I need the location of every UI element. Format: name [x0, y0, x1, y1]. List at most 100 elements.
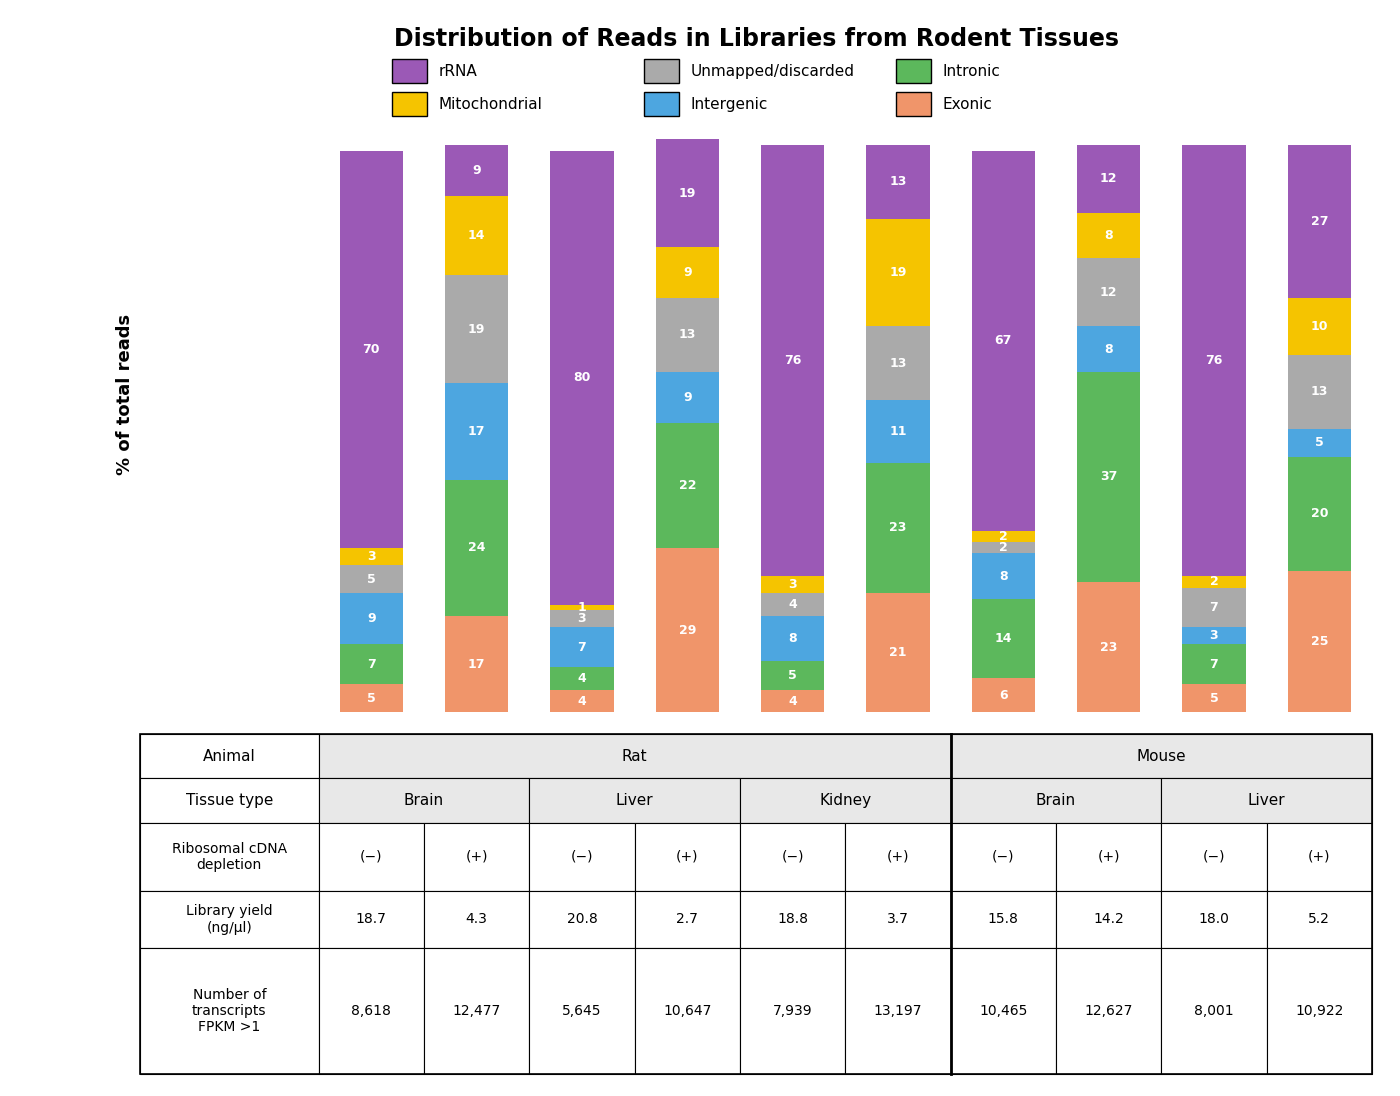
- Bar: [1077, 213, 1140, 259]
- Bar: [1288, 571, 1351, 712]
- Text: (+): (+): [465, 849, 487, 864]
- Bar: [634, 823, 741, 891]
- Bar: [1288, 355, 1351, 429]
- Text: (−): (−): [993, 849, 1015, 864]
- Text: 17: 17: [468, 658, 486, 671]
- Bar: [762, 689, 825, 712]
- Bar: [529, 891, 634, 948]
- Text: 3: 3: [1210, 629, 1218, 642]
- Text: 29: 29: [679, 624, 696, 637]
- Bar: [1183, 684, 1246, 712]
- Text: 14: 14: [468, 229, 486, 242]
- Text: 15.8: 15.8: [988, 913, 1019, 926]
- Bar: [867, 463, 930, 593]
- Text: 8: 8: [788, 632, 797, 646]
- Text: 2.7: 2.7: [676, 913, 699, 926]
- Bar: [140, 948, 319, 1074]
- Bar: [741, 778, 951, 823]
- Text: 25: 25: [1310, 635, 1329, 648]
- Y-axis label: % of total reads: % of total reads: [116, 313, 134, 476]
- Text: 4: 4: [788, 695, 797, 708]
- Text: (−): (−): [1203, 849, 1225, 864]
- Text: 10,465: 10,465: [979, 1004, 1028, 1018]
- Text: 7,939: 7,939: [773, 1004, 812, 1018]
- Bar: [1288, 457, 1351, 571]
- Text: (+): (+): [1098, 849, 1120, 864]
- Text: 7: 7: [578, 641, 587, 653]
- Text: 14.2: 14.2: [1093, 913, 1124, 926]
- Text: Number of
transcripts
FPKM >1: Number of transcripts FPKM >1: [192, 987, 266, 1035]
- Bar: [951, 778, 1162, 823]
- Text: (−): (−): [571, 849, 594, 864]
- Bar: [340, 684, 403, 712]
- Text: (+): (+): [1308, 849, 1330, 864]
- Text: 19: 19: [679, 186, 696, 199]
- Bar: [762, 593, 825, 616]
- Text: Tissue type: Tissue type: [186, 794, 273, 808]
- Text: 4: 4: [788, 598, 797, 612]
- Bar: [140, 891, 319, 948]
- Bar: [655, 423, 720, 548]
- Bar: [1288, 429, 1351, 457]
- Text: 5,645: 5,645: [563, 1004, 602, 1018]
- Text: Exonic: Exonic: [942, 96, 993, 112]
- Bar: [340, 564, 403, 593]
- Text: 13: 13: [889, 175, 907, 189]
- Text: 13: 13: [889, 357, 907, 369]
- Text: 19: 19: [468, 323, 486, 335]
- Text: Animal: Animal: [203, 749, 256, 764]
- Text: 7: 7: [1210, 601, 1218, 614]
- Bar: [319, 891, 424, 948]
- Bar: [1077, 145, 1140, 213]
- Bar: [1183, 587, 1246, 627]
- Bar: [340, 593, 403, 644]
- Text: 9: 9: [683, 391, 692, 404]
- Bar: [634, 948, 741, 1074]
- Text: Rat: Rat: [622, 749, 647, 764]
- Bar: [1288, 145, 1351, 298]
- Text: 5: 5: [788, 669, 797, 682]
- Text: 9: 9: [472, 164, 482, 176]
- Bar: [1077, 582, 1140, 712]
- Text: 8,618: 8,618: [351, 1004, 391, 1018]
- Text: Liver: Liver: [616, 794, 654, 808]
- Bar: [655, 139, 720, 247]
- Text: 22: 22: [679, 479, 696, 492]
- Text: 4: 4: [578, 695, 587, 708]
- Text: 3: 3: [367, 550, 375, 563]
- Text: 1: 1: [578, 601, 587, 614]
- Text: 8,001: 8,001: [1194, 1004, 1233, 1018]
- Bar: [1056, 891, 1162, 948]
- Bar: [1183, 576, 1246, 587]
- Bar: [445, 275, 508, 384]
- Text: Library yield
(ng/µl): Library yield (ng/µl): [186, 904, 273, 935]
- Text: 5.2: 5.2: [1309, 913, 1330, 926]
- Text: 12: 12: [1100, 286, 1117, 299]
- Text: 7: 7: [367, 658, 375, 671]
- Text: 12,627: 12,627: [1085, 1004, 1133, 1018]
- Text: 9: 9: [367, 613, 375, 625]
- Bar: [1162, 891, 1267, 948]
- Text: 3.7: 3.7: [888, 913, 909, 926]
- Text: 8: 8: [1105, 343, 1113, 356]
- Bar: [951, 734, 1372, 778]
- Text: 12: 12: [1100, 172, 1117, 185]
- Bar: [445, 480, 508, 616]
- Bar: [972, 598, 1035, 678]
- Text: Brain: Brain: [1036, 794, 1077, 808]
- Text: 10: 10: [1310, 320, 1329, 333]
- Text: rRNA: rRNA: [438, 64, 477, 79]
- Bar: [867, 400, 930, 463]
- Text: Intergenic: Intergenic: [690, 96, 767, 112]
- Bar: [972, 543, 1035, 553]
- Bar: [550, 689, 613, 712]
- Text: 24: 24: [468, 541, 486, 555]
- Text: 4.3: 4.3: [466, 913, 487, 926]
- Text: 8: 8: [1105, 229, 1113, 242]
- Text: 27: 27: [1310, 215, 1329, 228]
- Text: Ribosomal cDNA
depletion: Ribosomal cDNA depletion: [172, 842, 287, 871]
- Bar: [1183, 644, 1246, 684]
- Text: 10,922: 10,922: [1295, 1004, 1344, 1018]
- Bar: [445, 145, 508, 196]
- Bar: [867, 327, 930, 400]
